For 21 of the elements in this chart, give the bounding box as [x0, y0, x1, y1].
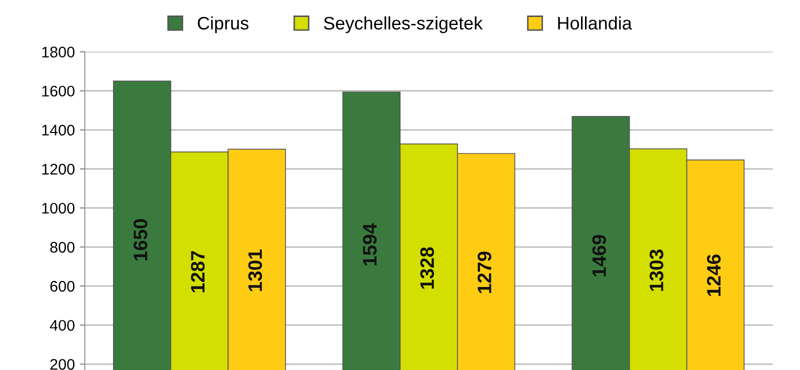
y-tick-label: 1000	[42, 202, 74, 214]
y-tick-label: 200	[50, 359, 74, 370]
data-label: 1650	[134, 219, 148, 260]
y-tick-label: 1200	[42, 164, 74, 175]
y-tick-label: 400	[50, 320, 74, 331]
y-tick-label: 1400	[42, 124, 74, 136]
data-label: 1469	[592, 234, 606, 276]
data-label: 1246	[706, 254, 721, 296]
y-tick-label: 800	[50, 242, 74, 253]
legend-label: Ciprus	[198, 16, 248, 34]
data-label: 1287	[190, 251, 205, 292]
data-label: 1303	[650, 250, 664, 291]
y-tick-label: 1800	[42, 46, 74, 58]
data-label: 1328	[420, 247, 434, 289]
y-tick-label: 600	[50, 280, 74, 292]
data-label: 1594	[362, 223, 377, 266]
legend-label: Seychelles-szigetek	[324, 16, 483, 34]
legend-label: Hollandia	[558, 16, 632, 30]
y-tick-label: 1600	[42, 86, 74, 97]
data-label: 1301	[248, 250, 262, 292]
data-label: 1279	[478, 252, 492, 293]
